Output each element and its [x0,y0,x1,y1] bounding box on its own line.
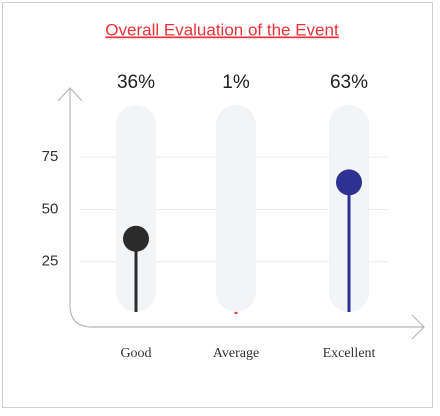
stem [134,238,138,312]
y-arrow [57,87,83,102]
axis [69,88,424,328]
y-tick-label: 50 [42,200,59,217]
chart-title: Overall Evaluation of the Event [105,20,339,39]
x-tick-label: Excellent [323,346,376,361]
track [216,105,256,312]
x-tick-label: Good [120,346,151,361]
y-tick-label: 25 [42,253,59,270]
value-label: 1% [222,72,250,93]
value-label: 63% [330,72,368,93]
dot [123,225,149,252]
dot [336,169,362,196]
track [116,105,156,312]
stem [347,182,351,312]
value-label: 36% [117,72,155,93]
y-tick-label: 75 [42,148,59,165]
x-arrow [411,314,425,340]
x-tick-label: Average [213,346,259,361]
frame [2,2,433,408]
stem [234,311,238,314]
